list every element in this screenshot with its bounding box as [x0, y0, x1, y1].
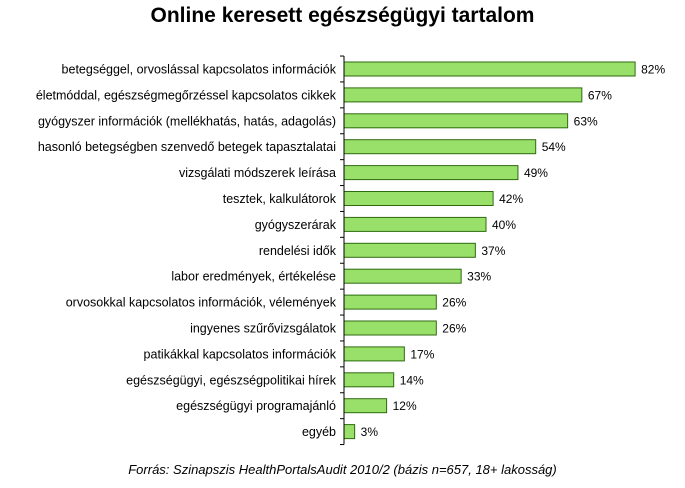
category-label: egyéb	[302, 425, 336, 439]
value-label: 3%	[361, 425, 379, 439]
value-label: 12%	[393, 399, 417, 413]
bar	[343, 191, 494, 206]
category-label: ingyenes szűrővizsgálatok	[190, 322, 337, 336]
bar	[343, 139, 537, 155]
value-label: 82%	[641, 63, 665, 77]
bar	[343, 424, 356, 440]
value-label: 63%	[574, 114, 598, 128]
chart-title: Online keresett egészségügyi tartalom	[150, 4, 535, 27]
value-label: 14%	[400, 373, 424, 387]
bar	[343, 113, 569, 129]
category-label: hasonló betegségben szenvedő betegek tap…	[38, 140, 336, 154]
bar	[343, 398, 388, 414]
value-label: 40%	[492, 218, 516, 232]
category-label: tesztek, kalkulátorok	[223, 192, 337, 206]
bar	[343, 372, 395, 388]
bar	[343, 61, 636, 77]
bars-layer: betegséggel, orvoslással kapcsolatos inf…	[36, 55, 665, 446]
category-label: vizsgálati módszerek leírása	[179, 166, 336, 180]
value-label: 26%	[442, 296, 466, 310]
category-label: gyógyszer információk (mellékhatás, hatá…	[38, 114, 336, 128]
category-label: gyógyszerárak	[255, 218, 337, 232]
value-label: 17%	[410, 347, 434, 361]
bar	[343, 268, 462, 284]
value-label: 26%	[442, 322, 466, 336]
category-label: egészségügyi, egészségpolitikai hírek	[126, 373, 337, 387]
bar	[343, 242, 476, 258]
bar	[343, 320, 437, 336]
value-label: 33%	[467, 270, 491, 284]
source-note: Forrás: Szinapszis HealthPortalsAudit 20…	[128, 462, 557, 477]
value-label: 37%	[481, 244, 505, 258]
category-label: orvosokkal kapcsolatos információk, véle…	[66, 296, 337, 310]
bar	[343, 346, 405, 362]
bar	[343, 216, 487, 232]
value-label: 67%	[588, 88, 612, 102]
value-label: 54%	[542, 140, 566, 154]
category-label: labor eredmények, értékelése	[171, 270, 336, 284]
category-label: egészségügyi programajánló	[176, 399, 336, 413]
bar	[343, 165, 519, 181]
bar	[343, 294, 437, 310]
category-label: betegséggel, orvoslással kapcsolatos inf…	[62, 63, 337, 77]
value-label: 49%	[524, 166, 548, 180]
bar	[343, 87, 583, 103]
category-label: életmóddal, egészségmegőrzéssel kapcsola…	[36, 88, 337, 102]
category-label: patikákkal kapcsolatos információk	[144, 347, 337, 361]
value-label: 42%	[499, 192, 523, 206]
category-label: rendelési idők	[259, 244, 337, 258]
